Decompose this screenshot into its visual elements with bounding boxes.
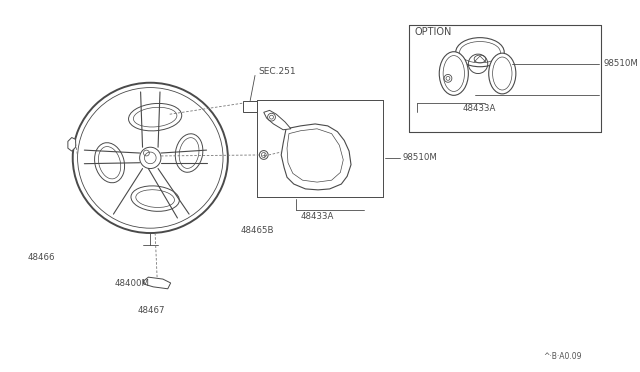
- Polygon shape: [68, 138, 76, 151]
- Polygon shape: [281, 124, 351, 190]
- Polygon shape: [287, 129, 343, 182]
- Text: 98510M: 98510M: [603, 59, 638, 68]
- Polygon shape: [264, 110, 291, 130]
- Ellipse shape: [131, 186, 179, 211]
- Ellipse shape: [456, 38, 504, 67]
- Bar: [243, 101, 257, 112]
- Text: SEC.251: SEC.251: [258, 67, 296, 76]
- Ellipse shape: [95, 143, 125, 183]
- Text: ^·B·A0.09: ^·B·A0.09: [543, 352, 582, 361]
- Ellipse shape: [175, 134, 203, 172]
- Text: 48433A: 48433A: [301, 212, 334, 221]
- Text: 48465B: 48465B: [241, 226, 274, 235]
- Text: 48400M: 48400M: [115, 279, 149, 288]
- Text: 48467: 48467: [138, 306, 165, 315]
- Text: 98510M: 98510M: [403, 153, 437, 163]
- Ellipse shape: [489, 53, 516, 94]
- Polygon shape: [143, 277, 171, 289]
- Ellipse shape: [129, 103, 182, 131]
- Ellipse shape: [439, 52, 468, 95]
- Text: 48466: 48466: [27, 253, 54, 262]
- Text: 48433A: 48433A: [463, 104, 496, 113]
- Text: OPTION: OPTION: [414, 27, 451, 37]
